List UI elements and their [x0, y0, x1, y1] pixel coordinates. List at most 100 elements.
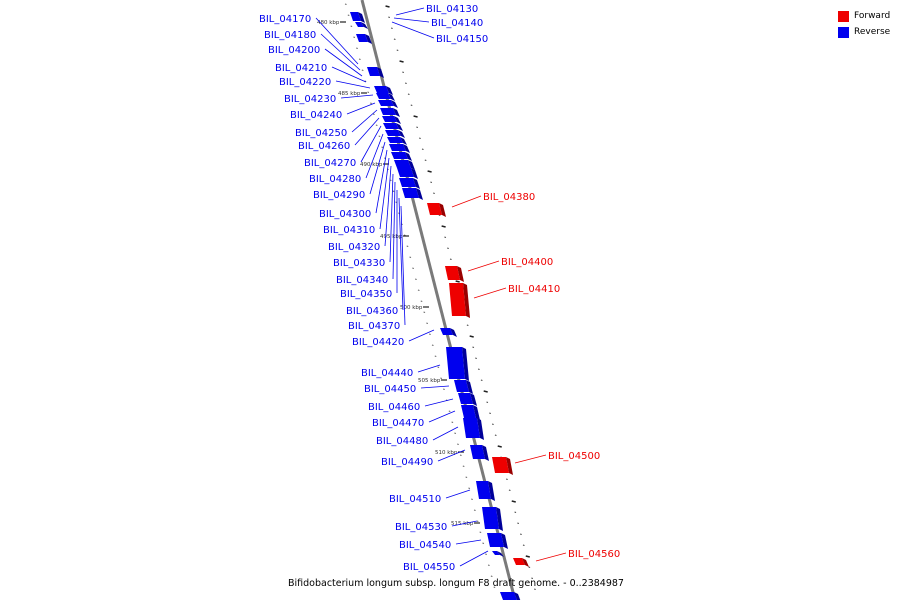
tick-mark [358, 58, 361, 60]
gene-label-reverse: BIL_04350 [340, 289, 392, 300]
reverse-gene-block [378, 100, 398, 108]
reverse-gene-block [391, 152, 412, 161]
gene-leader-line [417, 364, 441, 373]
reverse-swatch [838, 26, 849, 38]
gene-leader-line [384, 165, 392, 247]
scale-label: 480 kbp [317, 20, 340, 26]
gene-leader-line [389, 173, 394, 263]
tick-mark [457, 443, 459, 445]
gene-label-reverse: BIL_04250 [295, 128, 347, 139]
tick-mark [370, 102, 372, 104]
gene-leader-line [391, 21, 435, 39]
tick-mark [356, 47, 358, 49]
tick-mark [447, 247, 449, 249]
tick-mark [455, 280, 460, 283]
gene-leader-line [398, 197, 404, 311]
genome-caption: Bifidobacterium longum subsp. longum F8 … [288, 578, 624, 589]
tick-mark [448, 410, 451, 412]
tick-mark [385, 5, 390, 8]
scale-label: 500 kbp [400, 305, 423, 311]
legend-forward-label: Forward [854, 11, 891, 21]
gene-leader-line [420, 385, 450, 389]
scale-label: 485 kbp [338, 91, 361, 97]
reverse-gene-block [476, 481, 495, 501]
tick-mark [426, 322, 429, 324]
gene-label-reverse: BIL_04490 [381, 457, 433, 468]
legend-item-forward: Forward [838, 8, 898, 24]
legend: Forward Reverse [838, 8, 898, 40]
gene-label-reverse: BIL_04320 [328, 242, 380, 253]
tick-mark [420, 300, 423, 302]
gene-label-reverse: BIL_04140 [431, 18, 483, 29]
tick-mark [525, 555, 530, 558]
tick-mark [361, 69, 364, 71]
reverse-gene-block [380, 108, 400, 117]
tick-mark [491, 423, 494, 425]
gene-leader-line [432, 426, 459, 441]
gene-label-reverse: BIL_04230 [284, 94, 336, 105]
gene-leader-line [354, 117, 380, 146]
reverse-gene-block [461, 405, 480, 420]
gene-label-reverse: BIL_04340 [336, 275, 388, 286]
reverse-gene-block [440, 328, 457, 337]
tick-mark [437, 366, 440, 368]
gene-label-reverse: BIL_04290 [313, 190, 365, 201]
tick-mark [471, 498, 473, 500]
gene-leader-line [473, 287, 507, 299]
reverse-gene-block [355, 22, 368, 29]
gene-label-forward: BIL_04560 [568, 549, 620, 560]
tick-mark [350, 25, 353, 27]
tick-mark [490, 575, 493, 577]
gene-label-reverse: BIL_04440 [361, 368, 413, 379]
reverse-gene-block [470, 445, 489, 461]
tick-mark [479, 531, 482, 533]
scale-label: 505 kbp [418, 378, 441, 384]
gene-label-reverse: BIL_04420 [352, 337, 404, 348]
tick-mark [414, 278, 417, 280]
forward-swatch [838, 10, 849, 22]
tick-mark [443, 388, 445, 390]
gene-label-reverse: BIL_04270 [304, 158, 356, 169]
gene-leader-line [395, 7, 425, 16]
reverse-gene-block [376, 93, 395, 101]
tick-mark [493, 586, 496, 588]
reverse-gene-block [387, 137, 407, 145]
gene-leader-line [393, 17, 430, 23]
tick-mark [402, 71, 405, 73]
gene-label-reverse: BIL_04180 [264, 30, 316, 41]
tick-mark [477, 368, 480, 370]
gene-leader-line [365, 133, 384, 179]
gene-label-reverse: BIL_04530 [395, 522, 447, 533]
tick-mark [396, 49, 399, 51]
gene-label-reverse: BIL_04280 [309, 174, 361, 185]
reverse-gene-block [397, 168, 418, 179]
reverse-gene-block [356, 34, 372, 44]
gene-label-reverse: BIL_04480 [376, 436, 428, 447]
tick-mark [438, 214, 441, 216]
gene-label-reverse: BIL_04550 [403, 562, 455, 573]
gene-label-reverse: BIL_04330 [333, 258, 385, 269]
tick-mark [486, 401, 489, 403]
gene-leader-line [375, 149, 388, 214]
gene-leader-line [408, 329, 435, 342]
tick-mark [514, 511, 517, 513]
tick-mark [344, 3, 347, 5]
gene-leader-line [346, 102, 376, 115]
gene-leader-line [335, 80, 371, 89]
gene-label-reverse: BIL_04300 [319, 209, 371, 220]
reverse-gene-block [402, 188, 423, 200]
gene-leader-line [315, 17, 359, 65]
gene-label-forward: BIL_04500 [548, 451, 600, 462]
tick-mark [419, 137, 421, 139]
tick-mark [429, 333, 431, 335]
reverse-gene-block [492, 551, 504, 557]
gene-label-reverse: BIL_04470 [372, 418, 424, 429]
tick-mark [378, 135, 381, 137]
tick-mark [476, 520, 479, 522]
reverse-gene-block [383, 123, 403, 131]
gene-leader-line [535, 552, 567, 562]
gene-label-reverse: BIL_04260 [298, 141, 350, 152]
gene-label-forward: BIL_04380 [483, 192, 535, 203]
